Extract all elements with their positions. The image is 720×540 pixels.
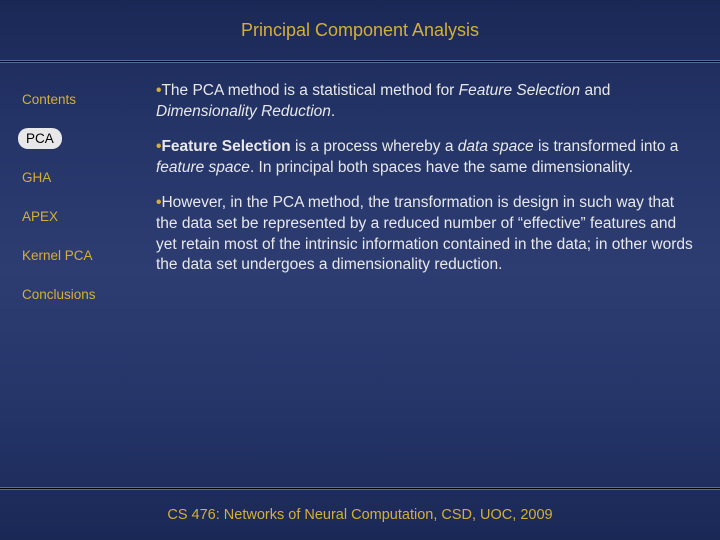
bullet-2-text-2: is transformed into a	[534, 138, 679, 155]
bullet-3: •However, in the PCA method, the transfo…	[156, 193, 698, 277]
sidebar-item-pca[interactable]: PCA	[18, 128, 62, 149]
bullet-1-text-mid: and	[580, 82, 610, 99]
bullet-2-bold: Feature Selection	[161, 138, 290, 155]
sidebar: Contents PCA GHA APEX Kernel PCA Conclus…	[18, 81, 136, 477]
bullet-2: •Feature Selection is a process whereby …	[156, 137, 698, 179]
slide-footer: CS 476: Networks of Neural Computation, …	[0, 490, 720, 540]
bullet-2-text-3: . In principal both spaces have the same…	[250, 159, 633, 176]
content-area: •The PCA method is a statistical method …	[136, 81, 698, 477]
sidebar-item-apex[interactable]: APEX	[18, 206, 136, 227]
bullet-2-text-1: is a process whereby a	[291, 138, 458, 155]
sidebar-item-conclusions[interactable]: Conclusions	[18, 284, 136, 305]
bullet-1-text-pre: The PCA method is a statistical method f…	[161, 82, 458, 99]
bullet-1-italic-2: Dimensionality Reduction	[156, 103, 331, 120]
sidebar-item-gha[interactable]: GHA	[18, 167, 136, 188]
bullet-1-text-post: .	[331, 103, 335, 120]
bullet-1: •The PCA method is a statistical method …	[156, 81, 698, 123]
title-text: Principal Component Analysis	[241, 20, 479, 41]
bullet-2-italic-1: data space	[458, 138, 534, 155]
bullet-1-italic-1: Feature Selection	[459, 82, 581, 99]
slide-title: Principal Component Analysis	[0, 0, 720, 60]
sidebar-item-contents[interactable]: Contents	[18, 89, 136, 110]
slide-body: Contents PCA GHA APEX Kernel PCA Conclus…	[0, 63, 720, 487]
sidebar-item-kernel-pca[interactable]: Kernel PCA	[18, 245, 136, 266]
bullet-2-italic-2: feature space	[156, 159, 250, 176]
bullet-3-text: However, in the PCA method, the transfor…	[156, 194, 693, 274]
footer-text: CS 476: Networks of Neural Computation, …	[167, 507, 552, 523]
